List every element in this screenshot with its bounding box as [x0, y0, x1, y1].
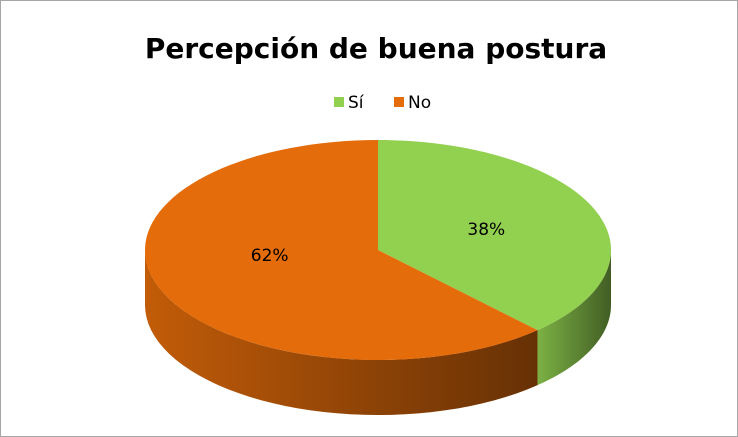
legend: Sí No — [334, 93, 431, 113]
data-label: 62% — [251, 246, 289, 266]
pie: 38% 62% — [145, 140, 611, 415]
slice-side-shade — [537, 250, 611, 386]
chart-title: Percepción de buena postura — [145, 32, 607, 65]
slice-side-shade — [145, 250, 538, 415]
slice — [378, 140, 611, 331]
legend-swatch — [394, 97, 404, 107]
legend-swatch — [334, 97, 344, 107]
data-label: 38% — [467, 220, 505, 240]
legend-label: Sí — [348, 93, 365, 113]
slice — [145, 140, 538, 360]
legend-label: No — [408, 93, 431, 113]
